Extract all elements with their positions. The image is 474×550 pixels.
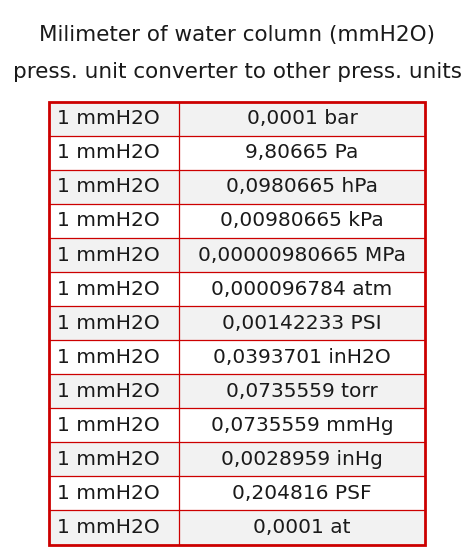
Text: 1 mmH2O: 1 mmH2O [56, 178, 159, 196]
Text: press. unit converter to other press. units: press. unit converter to other press. un… [12, 62, 462, 82]
Text: 0,00000980665 MPa: 0,00000980665 MPa [198, 245, 406, 265]
Bar [49, 340, 425, 374]
Text: 1 mmH2O: 1 mmH2O [56, 450, 159, 469]
Bar [49, 408, 425, 442]
Text: 1 mmH2O: 1 mmH2O [56, 484, 159, 503]
Text: 0,0393701 inH2O: 0,0393701 inH2O [213, 348, 391, 367]
Bar [49, 510, 425, 544]
Text: Milimeter of water column (mmH2O): Milimeter of water column (mmH2O) [39, 25, 435, 46]
Bar [49, 442, 425, 476]
Text: 0,00980665 kPa: 0,00980665 kPa [220, 211, 384, 230]
Text: 0,00142233 PSI: 0,00142233 PSI [222, 314, 382, 333]
Text: 1 mmH2O: 1 mmH2O [56, 109, 159, 128]
Text: 0,000096784 atm: 0,000096784 atm [211, 279, 392, 299]
Text: 0,0735559 torr: 0,0735559 torr [226, 382, 378, 401]
Text: 1 mmH2O: 1 mmH2O [56, 518, 159, 537]
Text: 1 mmH2O: 1 mmH2O [56, 211, 159, 230]
Text: 0,204816 PSF: 0,204816 PSF [232, 484, 372, 503]
Text: 1 mmH2O: 1 mmH2O [56, 279, 159, 299]
Text: 0,0028959 inHg: 0,0028959 inHg [221, 450, 383, 469]
Bar [49, 374, 425, 408]
Text: 1 mmH2O: 1 mmH2O [56, 416, 159, 435]
Text: 1 mmH2O: 1 mmH2O [56, 382, 159, 401]
Text: 1 mmH2O: 1 mmH2O [56, 245, 159, 265]
Bar [49, 170, 425, 204]
Bar [49, 204, 425, 238]
Text: 0,0001 at: 0,0001 at [253, 518, 351, 537]
Text: 0,0001 bar: 0,0001 bar [246, 109, 357, 128]
Text: 0,0980665 hPa: 0,0980665 hPa [226, 178, 378, 196]
Bar [49, 476, 425, 510]
Bar [49, 102, 425, 136]
Bar [49, 102, 425, 544]
Bar [49, 238, 425, 272]
Bar [49, 136, 425, 170]
Text: 9,80665 Pa: 9,80665 Pa [245, 144, 359, 162]
Bar [49, 272, 425, 306]
Bar [49, 306, 425, 340]
Text: 1 mmH2O: 1 mmH2O [56, 348, 159, 367]
Text: 1 mmH2O: 1 mmH2O [56, 314, 159, 333]
Text: 0,0735559 mmHg: 0,0735559 mmHg [210, 416, 393, 435]
Text: 1 mmH2O: 1 mmH2O [56, 144, 159, 162]
